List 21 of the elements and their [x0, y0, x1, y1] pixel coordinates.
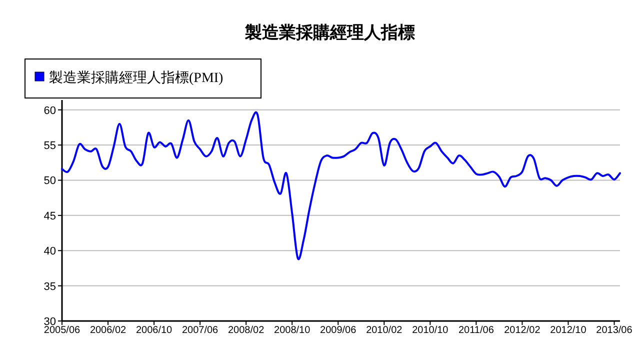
x-tick-label: 2009/06	[320, 325, 357, 336]
y-tick-label: 60	[44, 104, 56, 117]
x-tick-label: 2012/10	[550, 325, 587, 336]
x-tick-label: 2011/06	[458, 325, 494, 336]
x-tick-label: 2008/02	[228, 325, 265, 336]
x-tick-label: 2012/02	[504, 325, 541, 336]
y-tick-label: 55	[44, 140, 56, 152]
chart-title: 製造業採購經理人指標	[244, 23, 415, 42]
x-tick-label: 2005/06	[44, 325, 81, 336]
x-tick-label: 2006/10	[136, 325, 173, 336]
x-tick-label: 2013/06	[596, 325, 633, 336]
x-tick-label: 2007/06	[182, 325, 219, 336]
x-tick-label: 2008/10	[274, 325, 311, 336]
y-tick-label: 40	[44, 246, 56, 258]
x-tick-label: 2010/02	[366, 325, 403, 336]
y-tick-label: 45	[44, 210, 56, 222]
x-tick-label: 2010/10	[412, 325, 449, 336]
y-tick-label: 35	[44, 280, 56, 293]
legend-label: 製造業採購經理人指標(PMI)	[49, 70, 224, 86]
x-tick-label: 2006/02	[90, 325, 127, 336]
y-tick-label: 50	[44, 175, 56, 188]
